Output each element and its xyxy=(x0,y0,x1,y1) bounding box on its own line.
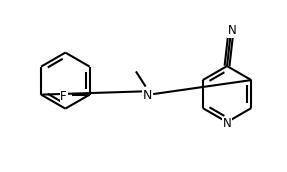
Text: F: F xyxy=(60,90,67,103)
Text: N: N xyxy=(143,89,152,102)
Text: N: N xyxy=(223,117,231,130)
Text: N: N xyxy=(228,24,236,37)
